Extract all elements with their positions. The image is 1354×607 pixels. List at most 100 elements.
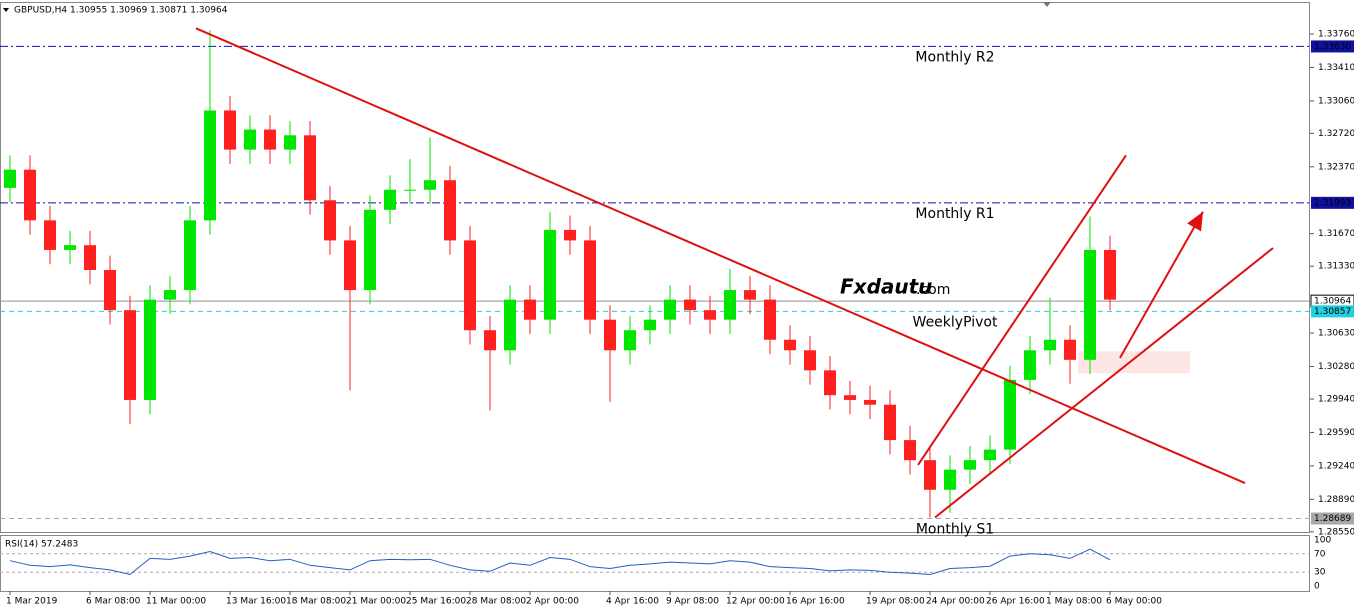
x-tick-label: 4 Apr 16:00 [606,597,659,607]
price-box [1311,196,1354,209]
candle-body [1044,339,1056,351]
menu-arrow [3,8,9,12]
candle-body [164,290,176,300]
watermark-brand: Fxdautu [840,275,932,299]
candle-body [464,240,476,331]
x-tick-label: 24 Apr 00:00 [926,597,985,607]
y-tick-label: 1.31330 [1318,262,1354,272]
x-tick-label: 18 Mar 08:00 [286,597,346,607]
shift-marker [1043,2,1051,7]
rsi-tick-label: 100 [1314,536,1331,546]
candle-body [624,330,636,351]
level-label: Monthly R2 [915,49,994,65]
price-box-label: 1.28689 [1314,514,1351,524]
level-label: Monthly R1 [915,206,994,222]
candle-body [884,404,896,441]
level-label: Monthly S1 [916,522,994,538]
candle-body [104,270,116,311]
candle-body [1024,350,1036,380]
candle-body [184,220,196,291]
candle-body [944,469,956,490]
candle-body [784,339,796,351]
candle-body [664,299,676,320]
candle-body [144,299,156,400]
candle-body [284,135,296,150]
y-tick-label: 1.33060 [1318,96,1354,106]
x-tick-label: 9 Apr 08:00 [666,597,719,607]
price-box [1311,40,1354,53]
candle-body [724,290,736,320]
candle-body [384,189,396,210]
rsi-frame [0,535,1310,592]
x-tick-label: 25 Mar 16:00 [406,597,466,607]
support-zone [1078,351,1190,374]
x-tick-label: 26 Apr 16:00 [986,597,1045,607]
candle-body [684,299,696,311]
y-tick-label: 1.33410 [1318,63,1354,73]
watermark-domain: .com [916,282,950,298]
price-box-label: 1.30857 [1314,307,1351,317]
candle-body [764,299,776,340]
candle-body [704,310,716,320]
x-tick-label: 28 Mar 08:00 [466,597,526,607]
y-tick-label: 1.29590 [1318,428,1354,438]
x-tick-label: 2 Apr 00:00 [526,597,579,607]
rsi-tick-label: 30 [1314,568,1326,578]
candle-body [924,460,936,490]
y-tick-label: 1.32720 [1318,129,1354,139]
candle-body [504,299,516,351]
candle-body [304,135,316,201]
y-tick-label: 1.28890 [1318,495,1354,505]
candle-body [44,220,56,250]
rsi-line [9,548,1111,576]
candle-body [424,180,436,190]
price-box [1311,305,1354,318]
x-tick-label: 21 Mar 00:00 [346,597,406,607]
price-box [1311,512,1354,525]
candle-body [84,245,96,271]
main-frame [0,2,1310,533]
y-tick-label: 1.33760 [1318,30,1354,40]
y-tick-label: 1.29240 [1318,461,1354,471]
y-tick-label: 1.30630 [1318,329,1354,339]
trendline [917,154,1127,466]
rsi-label: RSI(14) 57.2483 [5,540,78,550]
candle-body [224,110,236,150]
trendline [934,247,1274,519]
candle-body [24,169,36,221]
candle-body [1104,249,1116,300]
candle-body [904,440,916,461]
price-box-label: 1.31993 [1314,198,1351,208]
rsi-tick-label: 0 [1314,582,1320,592]
y-tick-label: 1.30280 [1318,362,1354,372]
x-tick-label: 6 May 00:00 [1106,597,1162,607]
candle-body [824,370,836,396]
candle-body [744,290,756,300]
candle-body [364,209,376,291]
candle-body [1084,249,1096,360]
x-tick-label: 1 Mar 2019 [6,597,58,607]
candle-body [964,460,976,470]
candle-body [644,319,656,331]
candle-body [4,169,16,188]
y-tick-label: 1.31670 [1318,229,1354,239]
x-tick-label: 1 May 08:00 [1046,597,1102,607]
price-box-label: 1.33630 [1314,42,1351,52]
arrow-head [1187,211,1203,232]
x-tick-label: 13 Mar 16:00 [226,597,286,607]
candle-body [244,129,256,150]
chart-title: GBPUSD,H4 1.30955 1.30969 1.30871 1.3096… [14,6,228,16]
candle-body [564,229,576,241]
candle-body [484,330,496,351]
y-tick-label: 1.29940 [1318,395,1354,405]
candle-body [984,449,996,461]
candle-body [444,180,456,241]
candle-body [324,200,336,241]
rsi-tick-label: 70 [1314,549,1326,559]
x-tick-label: 19 Apr 08:00 [866,597,925,607]
candle-body [404,189,416,191]
candle-body [204,110,216,221]
y-tick-label: 1.32370 [1318,162,1354,172]
arrow-shaft [1119,211,1204,359]
x-tick-label: 6 Mar 08:00 [86,597,141,607]
